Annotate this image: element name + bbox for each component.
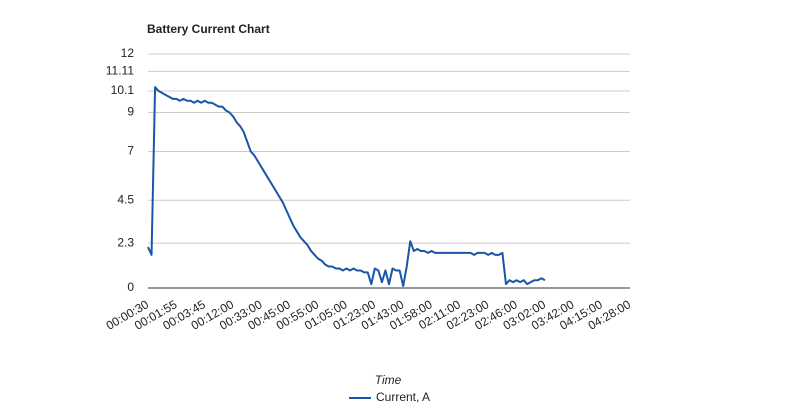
y-tick-label: 7 [127,144,134,158]
y-tick-label: 12 [121,46,135,60]
x-axis-title: Time [375,373,402,387]
y-tick-label: 9 [127,105,134,119]
y-tick-label: 10.1 [111,83,135,97]
data-line [147,86,546,288]
y-tick-label: 11.11 [106,64,135,78]
y-tick-label: 0 [127,280,134,294]
y-tick-label: 4.5 [117,192,134,206]
y-tick-label: 2.3 [117,235,134,249]
chart-title: Battery Current Chart [147,22,270,36]
legend-label: Current, A [376,390,430,404]
